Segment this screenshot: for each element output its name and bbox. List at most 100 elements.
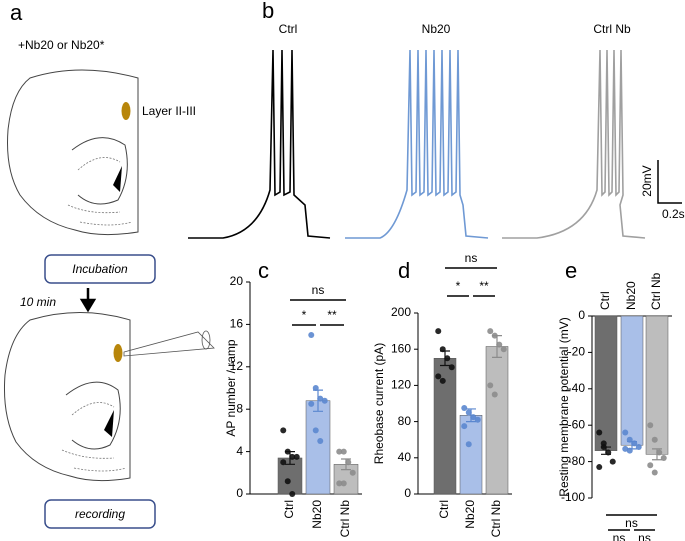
data-point [321, 397, 328, 404]
data-point [340, 480, 347, 487]
data-point [317, 438, 324, 444]
data-point [622, 429, 629, 436]
bar [485, 346, 509, 495]
data-point [280, 427, 287, 434]
arrow [79, 288, 97, 313]
trace [502, 49, 646, 239]
significance-label: ns [613, 531, 626, 541]
brain-section [4, 312, 215, 482]
data-point [596, 429, 603, 436]
panel-letter: b [262, 0, 274, 23]
data-point [340, 448, 347, 455]
data-point [596, 464, 603, 471]
data-point [487, 328, 494, 335]
data-point [491, 332, 498, 339]
x-tick-label: Ctrl Nb [649, 272, 663, 310]
data-point [312, 385, 319, 391]
data-point [496, 341, 503, 348]
significance-label: ** [479, 279, 489, 293]
y-tick-label: -60 [568, 417, 586, 431]
data-point [609, 458, 616, 465]
scale-label: 20mV [640, 165, 654, 196]
data-point [660, 454, 667, 461]
treatment-label: +Nb20 or Nb20* [18, 38, 105, 52]
data-point [293, 453, 300, 460]
data-point [500, 346, 507, 353]
bar [305, 400, 331, 495]
x-tick-label: Ctrl Nb [338, 500, 352, 538]
y-tick-label: -20 [568, 345, 586, 359]
y-axis-label: AP number / ramp [224, 339, 238, 436]
data-point [345, 459, 352, 466]
layer-label: Layer II-III [142, 104, 196, 118]
data-point [647, 462, 654, 469]
y-tick-label: 120 [391, 378, 411, 392]
step-label: recording [75, 507, 125, 521]
step-label: Incubation [72, 262, 128, 276]
data-point [631, 440, 638, 447]
scale-bar [657, 160, 682, 204]
data-point [626, 436, 633, 443]
data-point [435, 373, 442, 380]
trace [188, 49, 331, 239]
y-tick-label: -40 [568, 381, 586, 395]
data-point [289, 491, 296, 497]
significance-label: ns [638, 531, 651, 541]
layer-marker [121, 102, 131, 120]
data-point [600, 440, 607, 447]
trace-label: Ctrl [279, 22, 298, 36]
y-tick-label: 160 [391, 341, 411, 355]
data-point [284, 478, 291, 485]
data-point [336, 480, 343, 487]
panel-letter: d [398, 258, 410, 283]
y-tick-label: 200 [391, 305, 411, 319]
significance-label: * [302, 308, 307, 322]
layer-marker [113, 344, 123, 362]
y-tick-label: 4 [236, 444, 243, 458]
data-point [470, 414, 477, 421]
trace-label: Nb20 [422, 22, 451, 36]
y-tick-label: 0 [404, 486, 411, 500]
data-point [308, 400, 315, 407]
significance-label: ** [327, 308, 337, 322]
bar [645, 315, 669, 455]
data-point [622, 445, 629, 452]
significance-label: * [456, 279, 461, 293]
data-point [289, 453, 296, 460]
data-point [651, 469, 658, 476]
y-tick-label: 20 [230, 274, 244, 288]
significance-label: ns [625, 516, 638, 530]
data-point [474, 416, 481, 423]
data-point [461, 405, 468, 412]
x-tick-label: Ctrl [282, 500, 296, 519]
data-point [647, 422, 654, 429]
data-point [312, 427, 319, 434]
data-point [284, 448, 291, 455]
x-tick-label: Ctrl [437, 500, 451, 519]
brain-section [7, 69, 139, 236]
panel-letter: c [258, 258, 269, 283]
y-axis-label: Resting membrane potential (mV) [557, 317, 571, 496]
x-tick-label: Ctrl [598, 291, 612, 310]
y-tick-label: 0 [236, 486, 243, 500]
data-point [465, 409, 472, 416]
data-point [280, 459, 287, 466]
scale-label: 0.2s [662, 207, 685, 221]
data-point [439, 377, 446, 384]
panel-letter: e [565, 258, 577, 283]
significance-label: ns [465, 251, 478, 265]
step-box [44, 499, 156, 529]
y-tick-label: 40 [398, 450, 412, 464]
data-point [651, 436, 658, 443]
data-point [635, 444, 642, 451]
data-point [487, 382, 494, 389]
data-point [317, 395, 324, 402]
bar [620, 315, 644, 446]
data-point [349, 469, 356, 476]
time-label: 10 min [20, 295, 56, 309]
step-box [44, 254, 156, 284]
data-point [439, 346, 446, 353]
x-tick-label: Ctrl Nb [489, 500, 503, 538]
significance-label: ns [312, 283, 325, 297]
